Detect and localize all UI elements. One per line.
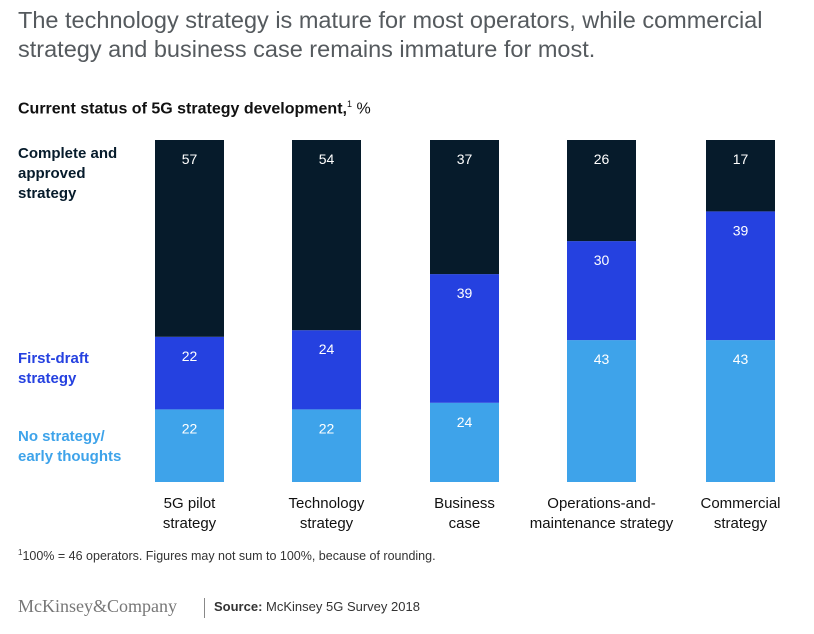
legend-no-strategy: No strategy/ early thoughts	[18, 427, 121, 467]
bar-segment	[430, 402, 499, 482]
data-label: 37	[457, 151, 473, 167]
legend-complete-strategy: Complete and approved strategy	[18, 144, 117, 204]
data-label: 39	[733, 222, 749, 238]
data-label: 22	[182, 348, 198, 364]
category-label: Commercial	[700, 495, 780, 512]
source-text: McKinsey 5G Survey 2018	[266, 599, 420, 614]
bar-segment	[430, 274, 499, 403]
category-label: maintenance strategy	[530, 515, 674, 532]
legend-line: No strategy/	[18, 428, 105, 445]
category-label: strategy	[163, 515, 217, 532]
category-label: strategy	[714, 515, 768, 532]
data-label: 26	[594, 151, 610, 167]
stacked-bar-chart: 22 22 57 5G pilot strategy 22 24 54 Technology st…	[155, 140, 781, 532]
chart-title: The technology strategy is mature for mo…	[18, 7, 763, 62]
bar-segment	[292, 409, 361, 482]
data-label: 43	[594, 351, 610, 367]
bar-segment	[155, 140, 224, 337]
legend-first-draft: First-draft strategy	[18, 349, 89, 389]
data-label: 43	[733, 351, 749, 367]
footer-divider	[204, 598, 205, 618]
bar-segment	[706, 140, 775, 212]
legend-line: early thoughts	[18, 448, 122, 465]
bar-segment	[155, 409, 224, 482]
subtitle-unit: %	[356, 100, 371, 118]
legend-line: approved	[18, 165, 86, 182]
data-label: 24	[319, 341, 335, 357]
data-label: 54	[319, 151, 335, 167]
category-label: Technology	[289, 495, 365, 512]
brand-logo: McKinsey&Company	[18, 596, 177, 616]
subtitle-footnote-marker: 1	[346, 99, 352, 109]
bar-segment	[292, 330, 361, 410]
legend-line: Complete and	[18, 145, 118, 162]
bar-segment	[430, 140, 499, 275]
legend-line: First-draft	[18, 350, 89, 367]
bar-segment	[567, 241, 636, 341]
category-label: Operations-and-	[547, 495, 655, 512]
subtitle-text: Current status of 5G strategy developmen…	[18, 100, 347, 118]
category-label: Business	[434, 495, 495, 512]
source-note: Source: McKinsey 5G Survey 2018	[214, 599, 420, 614]
bar-group: 43 30 26 Operations-and-maintenance strateg…	[530, 140, 674, 532]
bar-group: 22 22 57 5G pilot strategy	[155, 140, 224, 532]
footnote: 1100% = 46 operators. Figures may not su…	[18, 548, 436, 563]
category-label: strategy	[300, 515, 354, 532]
bar-group: 24 39 37 Business case	[430, 140, 499, 532]
bar-group: 43 39 17 Commercial strategy	[700, 140, 781, 532]
bar-group: 22 24 54 Technology strategy	[289, 140, 365, 532]
bar-segment	[292, 140, 361, 331]
data-label: 57	[182, 151, 198, 167]
category-label: case	[449, 515, 481, 532]
footnote-text: 100% = 46 operators. Figures may not sum…	[22, 549, 436, 564]
legend-line: strategy	[18, 185, 77, 202]
bar-segment	[567, 340, 636, 482]
footnote-marker: 1	[18, 548, 23, 557]
data-label: 39	[457, 285, 473, 301]
data-label: 17	[733, 151, 749, 167]
data-label: 30	[594, 252, 610, 268]
source-label: Source:	[214, 599, 263, 614]
bar-segment	[567, 140, 636, 242]
bar-segment	[706, 211, 775, 341]
category-label: 5G pilot	[164, 495, 217, 512]
legend-line: strategy	[18, 370, 77, 387]
bar-segment	[155, 336, 224, 410]
chart-subtitle: Current status of 5G strategy developmen…	[18, 99, 371, 118]
data-label: 24	[457, 414, 473, 430]
bar-segment	[706, 340, 775, 482]
data-label: 22	[319, 420, 335, 436]
data-label: 22	[182, 420, 198, 436]
